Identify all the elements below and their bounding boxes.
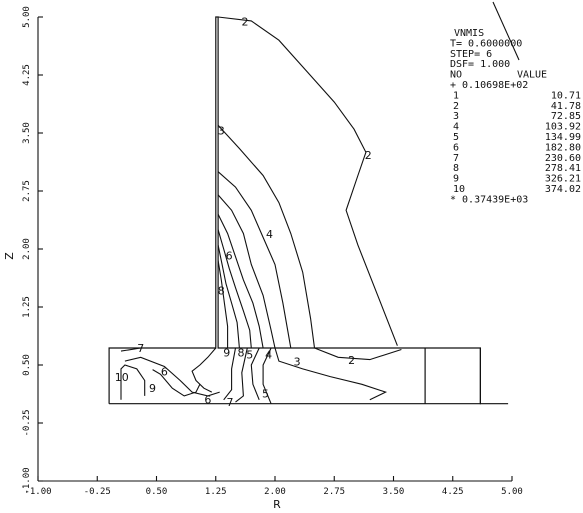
geometry-outline bbox=[108, 16, 509, 405]
contour-line-9 bbox=[217, 260, 229, 348]
contour-line-7 bbox=[120, 347, 165, 352]
contour-line-6 bbox=[217, 213, 264, 349]
contour-line-7 bbox=[217, 229, 252, 349]
contour-line-2 bbox=[218, 16, 398, 346]
legend-level-no: 9 bbox=[453, 174, 459, 185]
y-tick-label: 5.00 bbox=[22, 6, 32, 28]
contour-line-6 bbox=[124, 356, 220, 397]
x-tick-label: 3.50 bbox=[383, 487, 405, 497]
contour-line-3 bbox=[274, 347, 388, 401]
legend-slash-mark bbox=[492, 1, 520, 61]
contour-label: 3 bbox=[294, 356, 301, 369]
contour-label: 6 bbox=[204, 394, 211, 407]
legend-level-value: 230.60 bbox=[545, 153, 581, 164]
legend-col-value: VALUE bbox=[517, 70, 547, 81]
legend-time: T= 0.6000000 bbox=[450, 38, 522, 49]
legend-col-no: NO bbox=[450, 70, 462, 81]
legend-level-no: 6 bbox=[453, 142, 459, 153]
y-tick-label: 2.00 bbox=[22, 238, 32, 260]
contour-label: 8 bbox=[218, 285, 225, 298]
legend-level-no: 1 bbox=[453, 90, 459, 101]
contour-line-8 bbox=[152, 369, 201, 397]
contour-line-4 bbox=[217, 171, 292, 349]
contour-label: 5 bbox=[262, 387, 269, 400]
contour-line-7 bbox=[235, 347, 248, 403]
y-tick-label: -0.25 bbox=[22, 409, 32, 436]
legend-level-no: 5 bbox=[453, 132, 459, 143]
legend-level-value: 374.02 bbox=[545, 184, 581, 195]
legend-dsf: DSF= 1.000 bbox=[450, 59, 510, 70]
legend-level-no: 10 bbox=[453, 184, 465, 195]
contour-line-2 bbox=[314, 347, 402, 361]
legend-level-no: 8 bbox=[453, 163, 459, 174]
legend-max: * 0.37439E+03 bbox=[450, 194, 528, 205]
x-tick-label: -0.25 bbox=[84, 487, 111, 497]
axes: -1.00 -0.25 0.50 1.25 2.00 2.75 3.50 4.25 5.00 -1… bbox=[3, 6, 523, 511]
legend-level-value: 72.85 bbox=[551, 111, 581, 122]
contour-label: 3 bbox=[218, 124, 225, 137]
y-tick-label: 2.75 bbox=[22, 180, 32, 202]
contour-label: 10 bbox=[115, 371, 129, 384]
legend-level-no: 4 bbox=[453, 122, 459, 133]
contour-label: 8 bbox=[238, 346, 245, 359]
geometry-outline-line bbox=[108, 16, 481, 405]
legend-step: STEP= 6 bbox=[450, 49, 492, 60]
legend-level-value: 103.92 bbox=[545, 122, 581, 133]
contour-line-8 bbox=[217, 244, 240, 349]
legend-level-no: 7 bbox=[453, 153, 459, 164]
legend-level-value: 134.99 bbox=[545, 132, 581, 143]
contour-label: 7 bbox=[226, 396, 233, 409]
contour-label: 7 bbox=[137, 342, 144, 355]
x-axis-label: R bbox=[273, 498, 281, 511]
legend-level-no: 2 bbox=[453, 101, 459, 112]
contour-label: 6 bbox=[161, 366, 168, 379]
contour-label: 2 bbox=[241, 15, 248, 28]
y-tick-label: 4.25 bbox=[22, 64, 32, 86]
legend-level-value: 278.41 bbox=[545, 163, 581, 174]
x-tick-label: 2.00 bbox=[264, 487, 286, 497]
y-axis-label: Z bbox=[3, 252, 16, 260]
contour-line-5 bbox=[217, 194, 276, 349]
contour-label: 6 bbox=[226, 250, 233, 263]
geometry-step-line bbox=[479, 348, 509, 405]
contour-lines bbox=[120, 16, 402, 404]
y-tick-label: 3.50 bbox=[22, 122, 32, 144]
y-tick-label: 1.25 bbox=[22, 296, 32, 318]
y-tick-label: 0.50 bbox=[22, 354, 32, 376]
x-tick-label: 5.00 bbox=[501, 487, 523, 497]
contour-label: 4 bbox=[266, 228, 273, 241]
x-tick-label: -1.00 bbox=[24, 487, 51, 497]
contour-label: 2 bbox=[365, 149, 372, 162]
contour-label: 2 bbox=[348, 354, 355, 367]
contour-label: 9 bbox=[149, 382, 156, 395]
legend-level-value: 10.71 bbox=[551, 90, 581, 101]
contour-label: 4 bbox=[265, 349, 272, 362]
contour-line-8 bbox=[223, 347, 237, 401]
x-tick-label: 4.25 bbox=[442, 487, 464, 497]
legend-level-value: 182.80 bbox=[545, 142, 581, 153]
legend-level-value: 41.78 bbox=[551, 101, 581, 112]
legend-min: + 0.10698E+02 bbox=[450, 80, 528, 91]
contour-label: 9 bbox=[223, 346, 230, 359]
legend-level-value: 326.21 bbox=[545, 174, 581, 185]
contour-line-9 bbox=[191, 347, 217, 393]
legend-header: VNMIS bbox=[454, 28, 484, 39]
contour-line-5 bbox=[262, 347, 272, 404]
x-tick-label: 2.75 bbox=[323, 487, 345, 497]
contour-line-6 bbox=[250, 347, 260, 401]
contour-line-3 bbox=[217, 124, 316, 349]
contour-line-10 bbox=[120, 364, 146, 400]
legend-level-no: 3 bbox=[453, 111, 459, 122]
x-tick-label: 0.50 bbox=[146, 487, 168, 497]
y-tick-label: -1.00 bbox=[22, 467, 32, 494]
x-tick-label: 1.25 bbox=[205, 487, 227, 497]
contour-label: 5 bbox=[246, 349, 253, 362]
